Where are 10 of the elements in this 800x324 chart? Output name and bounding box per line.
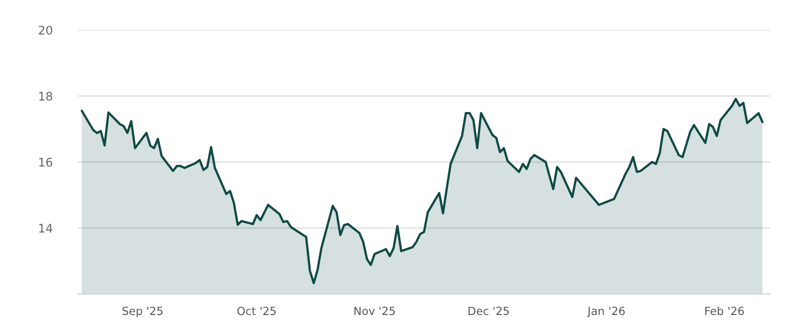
x-tick-label: Oct '25	[237, 306, 276, 316]
x-tick-label: Feb '26	[705, 306, 744, 316]
x-tick-label: Jan '26	[587, 306, 625, 318]
x-tick-label: Sep '25	[122, 306, 162, 318]
y-tick-label: 16	[39, 158, 52, 167]
x-tick-label: Nov '25	[354, 306, 395, 316]
y-tick-label: 20	[38, 26, 52, 35]
x-tick-label: Dec '25	[468, 306, 509, 316]
y-tick-label: 18	[39, 92, 52, 101]
y-tick-label: 14	[39, 224, 52, 232]
